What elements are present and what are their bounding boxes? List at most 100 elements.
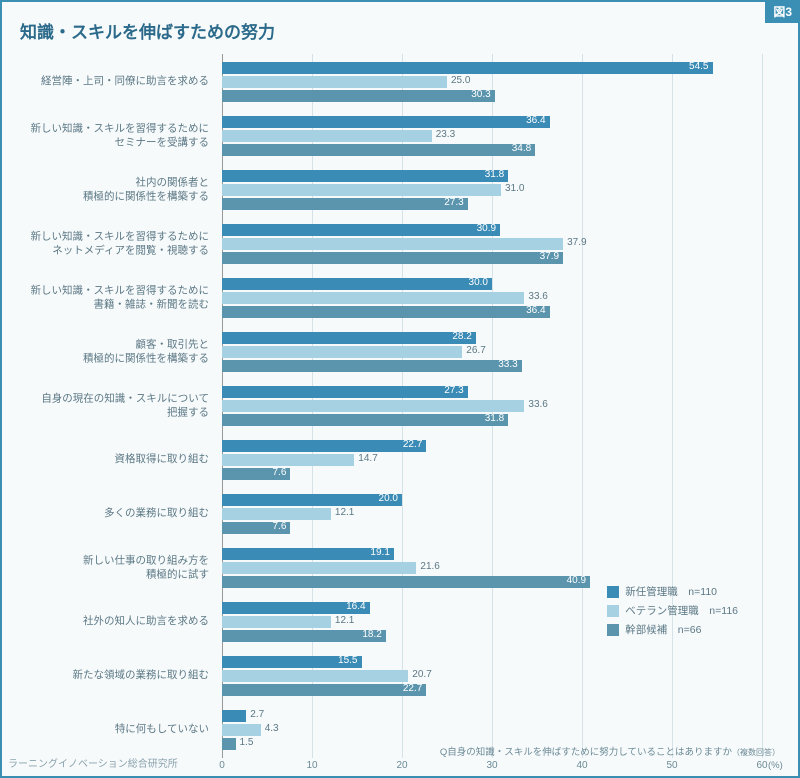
bar — [222, 116, 550, 128]
bar — [222, 724, 261, 736]
bar-value-label: 28.2 — [448, 331, 471, 342]
bar-value-label: 40.9 — [563, 575, 586, 586]
bar — [222, 170, 508, 182]
category-label: 社外の知人に助言を求める — [2, 615, 217, 629]
category-label: 自身の現在の知識・スキルについて 把握する — [2, 392, 217, 419]
legend-swatch — [607, 586, 619, 598]
bar-value-label: 19.1 — [366, 547, 389, 558]
chart-title: 知識・スキルを伸ばすための努力 — [20, 18, 275, 43]
category-label: 顧客・取引先と 積極的に関係性を構築する — [2, 338, 217, 365]
legend-label: ベテラン管理職 n=116 — [625, 603, 738, 618]
bar-value-label: 33.3 — [494, 359, 517, 370]
bar-value-label: 30.9 — [473, 223, 496, 234]
bar-value-label: 27.3 — [440, 385, 463, 396]
legend-item: 幹部候補 n=66 — [607, 622, 738, 637]
bar-value-label: 20.0 — [375, 493, 398, 504]
bar — [222, 454, 354, 466]
bar — [222, 440, 426, 452]
bar — [222, 332, 476, 344]
bar — [222, 184, 501, 196]
bar — [222, 130, 432, 142]
x-tick-label: 50 — [666, 760, 677, 776]
x-tick-label: 20 — [396, 760, 407, 776]
bar-group: 36.423.334.8 — [222, 116, 770, 156]
bar — [222, 292, 524, 304]
category-label: 新しい知識・スキルを習得するために セミナーを受講する — [2, 122, 217, 149]
bar-value-label: 20.7 — [408, 669, 431, 680]
bar-value-label: 2.7 — [246, 709, 264, 720]
category-label: 新しい知識・スキルを習得するために 書籍・雑誌・新聞を読む — [2, 284, 217, 311]
bar-group: 27.3 33.6 31.8 — [222, 386, 770, 426]
category-label: 新たな領域の業務に取り組む — [2, 669, 217, 683]
bar-value-label: 54.5 — [685, 61, 708, 72]
bar-value-label: 16.4 — [342, 601, 365, 612]
bar-value-label: 12.1 — [331, 507, 354, 518]
bar-group: 31.8 31.0 27.3 — [222, 170, 770, 210]
bar — [222, 616, 331, 628]
bar-value-label: 31.0 — [501, 183, 524, 194]
bar — [222, 414, 508, 426]
legend: 新任管理職 n=110 ベテラン管理職 n=116 幹部候補 n=66 — [607, 584, 738, 641]
footer-question: Q自身の知識・スキルを伸ばすために努力していることはありますか（複数回答） — [440, 744, 780, 758]
bar — [222, 278, 492, 290]
bar-value-label: 25.0 — [447, 75, 470, 86]
legend-item: 新任管理職 n=110 — [607, 584, 738, 599]
bar-value-label: 33.6 — [524, 291, 547, 302]
bar-value-label: 22.7 — [399, 683, 422, 694]
bar-value-label: 37.9 — [563, 237, 586, 248]
bar — [222, 670, 408, 682]
bar — [222, 144, 535, 156]
bar — [222, 360, 522, 372]
bar-group: 20.012.17.6 — [222, 494, 770, 534]
bar — [222, 710, 246, 722]
x-axis-unit: (%) — [768, 760, 783, 771]
bar-value-label: 31.8 — [481, 169, 504, 180]
x-tick-label: 10 — [306, 760, 317, 776]
bar-value-label: 31.8 — [481, 413, 504, 424]
legend-swatch — [607, 624, 619, 636]
bar — [222, 90, 495, 102]
bar-group: 15.520.722.7 — [222, 656, 770, 696]
chart-container: 図3 知識・スキルを伸ばすための努力 0102030405060(%)54.52… — [0, 0, 800, 778]
category-label: 資格取得に取り組む — [2, 453, 217, 467]
bar — [222, 508, 331, 520]
bar-value-label: 18.2 — [358, 629, 381, 640]
chart-plot-area: 0102030405060(%)54.525.030.336.423.334.8… — [222, 54, 770, 776]
bar-group: 19.121.640.9 — [222, 548, 770, 588]
bar-value-label: 23.3 — [432, 129, 455, 140]
bar-group: 28.226.733.3 — [222, 332, 770, 372]
category-label: 多くの業務に取り組む — [2, 507, 217, 521]
x-tick-label: 30 — [486, 760, 497, 776]
bar-value-label: 14.7 — [354, 453, 377, 464]
legend-label: 新任管理職 n=110 — [625, 584, 717, 599]
x-tick-label: 40 — [576, 760, 587, 776]
bar-value-label: 27.3 — [440, 197, 463, 208]
bar — [222, 76, 447, 88]
category-label: 特に何もしていない — [2, 723, 217, 737]
legend-item: ベテラン管理職 n=116 — [607, 603, 738, 618]
bar — [222, 252, 563, 264]
bar — [222, 238, 563, 250]
bar-value-label: 7.6 — [268, 467, 286, 478]
bar-group: 30.0 33.6 36.4 — [222, 278, 770, 318]
category-label: 新しい仕事の取り組み方を 積極的に試す — [2, 554, 217, 581]
bar-value-label: 36.4 — [522, 305, 545, 316]
bar-value-label: 33.6 — [524, 399, 547, 410]
bar-value-label: 12.1 — [331, 615, 354, 626]
bar-value-label: 4.3 — [261, 723, 279, 734]
bar — [222, 738, 236, 750]
figure-badge: 図3 — [765, 0, 800, 23]
bar-value-label: 30.0 — [465, 277, 488, 288]
bar — [222, 224, 500, 236]
bar — [222, 62, 713, 74]
bar — [222, 684, 426, 696]
bar-value-label: 30.3 — [467, 89, 490, 100]
bar — [222, 198, 468, 210]
bar-group: 54.5 25.0 30.3 — [222, 62, 770, 102]
bar — [222, 306, 550, 318]
bar-value-label: 1.5 — [236, 737, 254, 748]
bar — [222, 562, 416, 574]
legend-swatch — [607, 605, 619, 617]
bar-value-label: 36.4 — [522, 115, 545, 126]
x-tick-label: 0 — [219, 760, 225, 776]
